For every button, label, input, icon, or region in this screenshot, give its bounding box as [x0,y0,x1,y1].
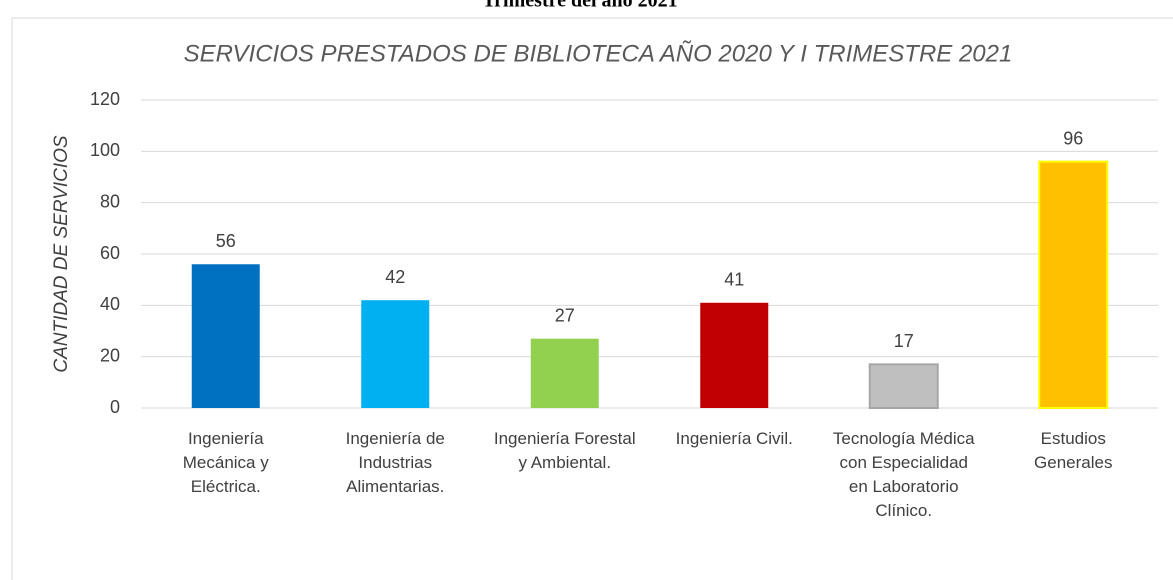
x-tick-label: Ingeniería Mecánica y Eléctrica. [182,429,269,496]
bar [1038,160,1109,409]
bar [361,300,430,408]
y-tick-label: 60 [100,243,120,263]
y-tick-label: 0 [110,397,120,417]
data-label: 41 [724,270,744,290]
chart-frame [11,17,1173,580]
x-tick-label: Tecnología Médica con Especialidad en La… [832,429,975,520]
page-heading: Trimestre del año 2021 [482,0,677,12]
x-tick-label: Ingeniería de Industrias Alimentarias. [345,429,445,496]
y-tick-label: 40 [100,294,120,314]
y-tick-label: 120 [90,89,120,109]
data-label: 96 [1063,128,1083,148]
bar [530,338,599,408]
data-label: 27 [555,305,575,325]
bar [868,363,939,410]
y-axis-label: CANTIDAD DE SERVICIOS [51,135,72,373]
y-tick-label: 20 [100,345,120,365]
data-label: 42 [385,267,405,287]
x-tick-label: Estudios Generales [1034,429,1113,472]
data-label: 17 [894,331,914,351]
chart-title: SERVICIOS PRESTADOS DE BIBLIOTECA AÑO 20… [184,40,1013,67]
x-tick-label: Ingeniería Civil. [675,429,793,448]
x-tick-label: Ingeniería Forestal y Ambiental. [493,429,636,472]
bar [191,264,260,408]
y-tick-label: 100 [90,140,120,160]
data-label: 56 [216,231,236,251]
y-tick-label: 80 [100,191,120,211]
bar [700,302,769,408]
